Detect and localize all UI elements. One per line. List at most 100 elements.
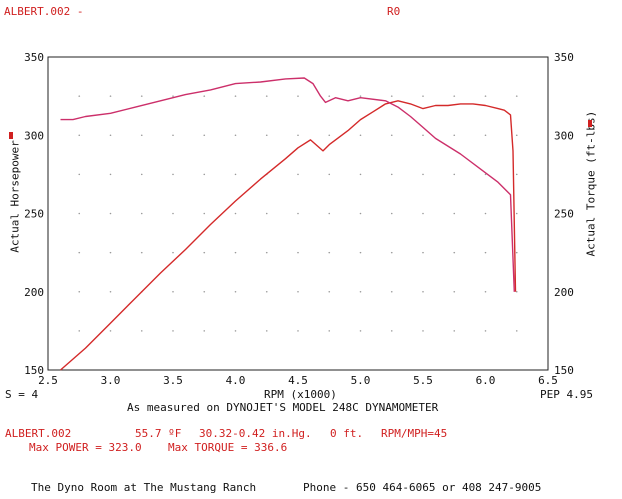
grid-dot <box>422 212 424 215</box>
grid-dot <box>109 173 112 176</box>
grid-dot <box>109 212 112 215</box>
grid-dot <box>203 251 206 254</box>
grid-dot <box>359 212 362 215</box>
grid-dot <box>234 173 237 176</box>
grid-dot <box>515 173 518 176</box>
plot-frame <box>47 56 549 371</box>
info-pressure: 30.32-0.42 in.Hg. <box>199 427 312 440</box>
info-run-name: ALBERT.002 <box>5 427 72 440</box>
grid-dot <box>453 134 456 137</box>
grid-dot <box>78 290 81 293</box>
grid-dot <box>234 212 237 215</box>
grid-dot <box>359 173 362 176</box>
grid-dot <box>484 251 487 254</box>
grid-dot <box>78 134 81 137</box>
grid-dot <box>140 330 143 332</box>
y-axis-right-label: Actual Torque (ft-lbs) <box>584 110 598 257</box>
grid-dot <box>109 290 112 293</box>
grid-dot <box>297 95 299 97</box>
grid-dot <box>515 330 518 332</box>
grid-dot <box>484 95 487 97</box>
y-tick-label-left: 150 <box>24 364 44 377</box>
grid-dot <box>484 212 487 215</box>
grid-dot <box>265 212 268 215</box>
x-tick-label: 4.5 <box>288 374 308 387</box>
legend-mark-left <box>9 132 13 139</box>
grid-dot <box>203 134 206 137</box>
grid-dot <box>109 251 112 254</box>
y-tick-label-left: 250 <box>24 208 44 221</box>
grid-dot <box>422 95 424 97</box>
grid-dot <box>484 290 487 293</box>
grid-dot <box>390 134 393 137</box>
grid-dot <box>390 212 393 215</box>
grid-dot <box>78 173 81 176</box>
grid-dot <box>265 290 268 293</box>
grid-dot <box>297 290 299 293</box>
grid-dot <box>203 173 206 176</box>
grid-dot <box>359 134 362 137</box>
grid-dot <box>390 95 393 97</box>
grid-dot <box>109 134 112 137</box>
grid-dot <box>328 212 331 215</box>
grid-dot <box>390 290 393 293</box>
grid-dot <box>328 251 331 254</box>
grid-dot <box>234 251 237 254</box>
x-tick-label: 5.0 <box>351 374 371 387</box>
grid-dot <box>422 134 424 137</box>
grid-dot <box>390 330 393 332</box>
grid-dot <box>359 290 362 293</box>
grid-dot <box>359 95 362 97</box>
grid-dot <box>265 134 268 137</box>
x-tick-label: 5.5 <box>413 374 433 387</box>
pep-value: PEP 4.95 <box>540 388 593 401</box>
grid-dot <box>78 212 81 215</box>
grid-dot <box>422 330 424 332</box>
grid-dot <box>297 134 299 137</box>
grid-dot <box>359 330 362 332</box>
header-run-code: R0 <box>387 5 401 18</box>
grid-dot <box>140 95 143 97</box>
grid-dot <box>515 290 518 293</box>
grid-dot <box>172 95 174 97</box>
grid-dot <box>390 251 393 254</box>
grid-dot <box>140 173 143 176</box>
grid-dot <box>234 134 237 137</box>
grid-dot <box>453 330 456 332</box>
grid-dot <box>172 251 174 254</box>
info-rpm-mph: RPM/MPH=45 <box>381 427 448 440</box>
y-tick-label-left: 200 <box>24 286 44 299</box>
phone-line: Phone - 650 464-6065 or 408 247-9005 <box>303 481 542 494</box>
y-axis-left-label: Actual Horsepower <box>8 140 22 253</box>
series-lines <box>60 77 517 371</box>
y-tick-label-right: 350 <box>554 51 574 64</box>
y-tick-label-right: 150 <box>554 364 574 377</box>
grid-dot <box>515 95 518 97</box>
x-tick-labels: 2.5 3.0 3.5 4.0 4.5 5.0 5.5 6.0 6.5 <box>38 374 558 387</box>
grid-dot <box>203 290 206 293</box>
grid-dot <box>109 330 112 332</box>
grid-dot <box>422 290 424 293</box>
grid-dot <box>78 330 81 332</box>
grid-dot <box>172 330 174 332</box>
header-run-name: ALBERT.002 - <box>4 5 84 18</box>
grid-dot <box>140 134 143 137</box>
grid-dot <box>328 290 331 293</box>
s-value: S = 4 <box>5 388 39 401</box>
measured-note: As measured on DYNOJET'S MODEL 248C DYNA… <box>127 401 439 414</box>
grid-dot <box>234 95 237 97</box>
y-tick-label-left: 300 <box>24 129 44 142</box>
grid-dots <box>78 95 518 332</box>
grid-dot <box>78 251 81 254</box>
grid-dot <box>328 95 331 97</box>
power-curve <box>60 100 517 371</box>
grid-dot <box>484 134 487 137</box>
grid-dot <box>328 134 331 137</box>
x-tick-label: 2.5 <box>38 374 58 387</box>
grid-dot <box>203 330 206 332</box>
legend-mark-right <box>588 120 592 127</box>
x-tick-label: 4.0 <box>226 374 246 387</box>
grid-dot <box>390 173 393 176</box>
grid-dot <box>140 212 143 215</box>
